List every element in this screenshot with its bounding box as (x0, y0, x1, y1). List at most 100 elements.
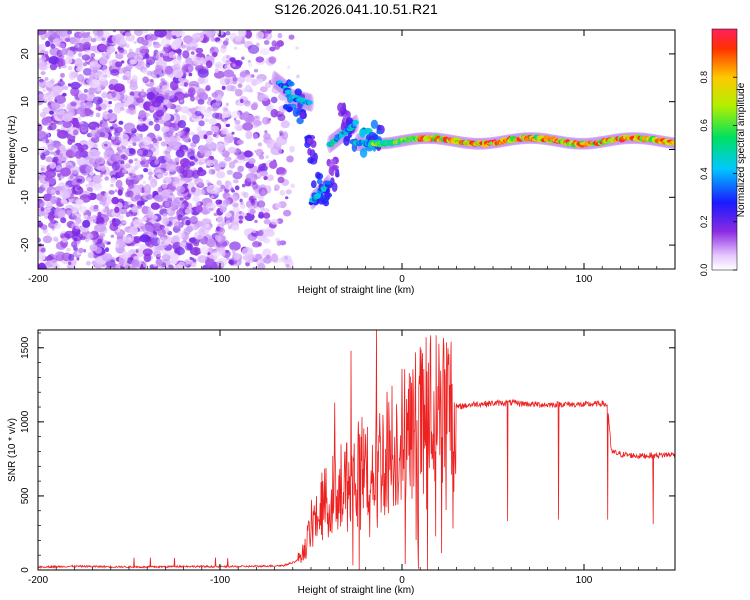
spectrogram-blob (218, 160, 227, 168)
spectrogram-cluster (310, 139, 317, 148)
spectrogram-blob (56, 255, 62, 261)
spectrogram-blob (234, 88, 243, 97)
spectrogram-blob (44, 176, 50, 182)
spectrogram-blob (239, 201, 244, 205)
spectrogram-blob (179, 241, 187, 248)
spectrogram-blob (279, 189, 286, 196)
spectrogram-blob (89, 110, 94, 115)
spectrogram-blob (87, 149, 101, 159)
spectrogram-blob (185, 127, 191, 133)
spectrogram-blob (277, 176, 285, 184)
spectrogram-blob (189, 155, 196, 160)
spectrogram-blob (164, 201, 170, 208)
spectrogram-blob (69, 175, 74, 180)
spectrogram-blob (46, 201, 53, 210)
spectrogram-blob (244, 114, 255, 124)
y-tick-label: 1000 (20, 410, 31, 433)
spectrogram-blob (38, 200, 45, 208)
spectrogram-blob (83, 41, 91, 49)
spectrogram-blob (181, 135, 191, 142)
spectrogram-cluster (344, 136, 351, 142)
spectrogram-blob (192, 169, 200, 179)
spectrogram-blob (233, 179, 239, 184)
spectrogram-blob (111, 116, 118, 121)
spectrogram-cluster (315, 171, 321, 179)
spectrogram-blob (71, 264, 76, 269)
spectrogram-blob (218, 199, 223, 205)
spectrogram-blob (229, 241, 241, 251)
spectrogram-blob (122, 220, 127, 225)
spectrogram-blob (244, 74, 253, 83)
spectrogram-blob (222, 106, 228, 113)
spectrogram-blob (161, 216, 170, 226)
spectrogram-blob (226, 132, 232, 137)
spectrogram-blob (122, 234, 134, 244)
spectrogram-blob (215, 37, 221, 42)
spectrogram-blob (154, 194, 164, 202)
spectrogram-cluster (340, 121, 346, 131)
spectrogram-blob (233, 117, 237, 121)
spectrogram-blob (38, 130, 47, 139)
spectrogram-blob (242, 192, 249, 198)
spectrogram-blob (94, 73, 102, 79)
snr-background (38, 330, 675, 570)
snr-x-ticks: -200 -100 0 100 (28, 330, 676, 586)
spectrogram-blob (72, 129, 79, 136)
spectrogram-blob (245, 84, 252, 93)
spectrogram-blob (194, 110, 202, 117)
spectrogram-blob (211, 169, 216, 175)
spectrogram-blob (286, 155, 294, 163)
spectrogram-blob (45, 156, 53, 163)
spectrogram-blob (82, 102, 86, 106)
spectrogram-blob (128, 48, 133, 54)
spectrogram-blob (67, 50, 74, 58)
spectrogram-blob (135, 249, 139, 253)
spectrogram-blob (126, 63, 134, 70)
spectrogram-blob (161, 183, 168, 189)
spectrogram-blob (120, 266, 125, 269)
spectrogram-blob (113, 105, 122, 114)
spectrogram-blob (139, 160, 146, 165)
spectrogram-blob (162, 213, 168, 218)
spectrogram-blob (45, 139, 50, 144)
spectrogram-blob (252, 228, 257, 234)
spectrogram-cluster (309, 149, 316, 159)
spectrogram-blob (110, 234, 115, 238)
spectrogram-blob (143, 253, 152, 263)
spectrogram-blob (48, 215, 54, 222)
spectrogram-blob (38, 44, 42, 48)
spectrogram-blob (223, 139, 230, 146)
spectrogram-blob (267, 174, 274, 182)
spectrogram-blob (74, 58, 83, 68)
spectrogram-blob (175, 149, 185, 158)
spectrogram-blob (197, 92, 209, 101)
spectrogram-blob (231, 224, 240, 231)
spectrogram-blob (225, 31, 231, 36)
spectrogram-blob (90, 38, 97, 43)
spectrogram-blob (280, 120, 290, 129)
spectrogram-blob (257, 263, 266, 269)
spectrogram-blob (59, 103, 66, 108)
spectrogram-blob (99, 232, 105, 238)
spectrogram-blob (126, 95, 135, 104)
spectrogram-blob (131, 259, 140, 267)
spectrogram-blob (38, 262, 46, 269)
spectrogram-blob (78, 247, 84, 254)
spectrogram-cluster (337, 102, 345, 113)
spectrogram-blob (40, 152, 46, 159)
spectrogram-blob (253, 68, 259, 73)
spectrogram-blob (263, 212, 271, 219)
spectrogram-blob (183, 93, 190, 98)
spectrogram-cluster (376, 130, 383, 135)
spectrogram-blob (232, 63, 236, 67)
spectrogram-blob (153, 234, 158, 239)
spectrogram-blob (184, 242, 194, 251)
spectrogram-blob (61, 237, 68, 243)
y-tick-label: -10 (20, 190, 31, 205)
spectrogram-blob (57, 210, 66, 220)
spectrogram-blob (66, 209, 72, 216)
spectrogram-blob (75, 42, 80, 46)
spectrogram-blob (270, 96, 278, 104)
spectrogram-blob (163, 171, 169, 177)
spectrogram-blob (220, 127, 228, 135)
